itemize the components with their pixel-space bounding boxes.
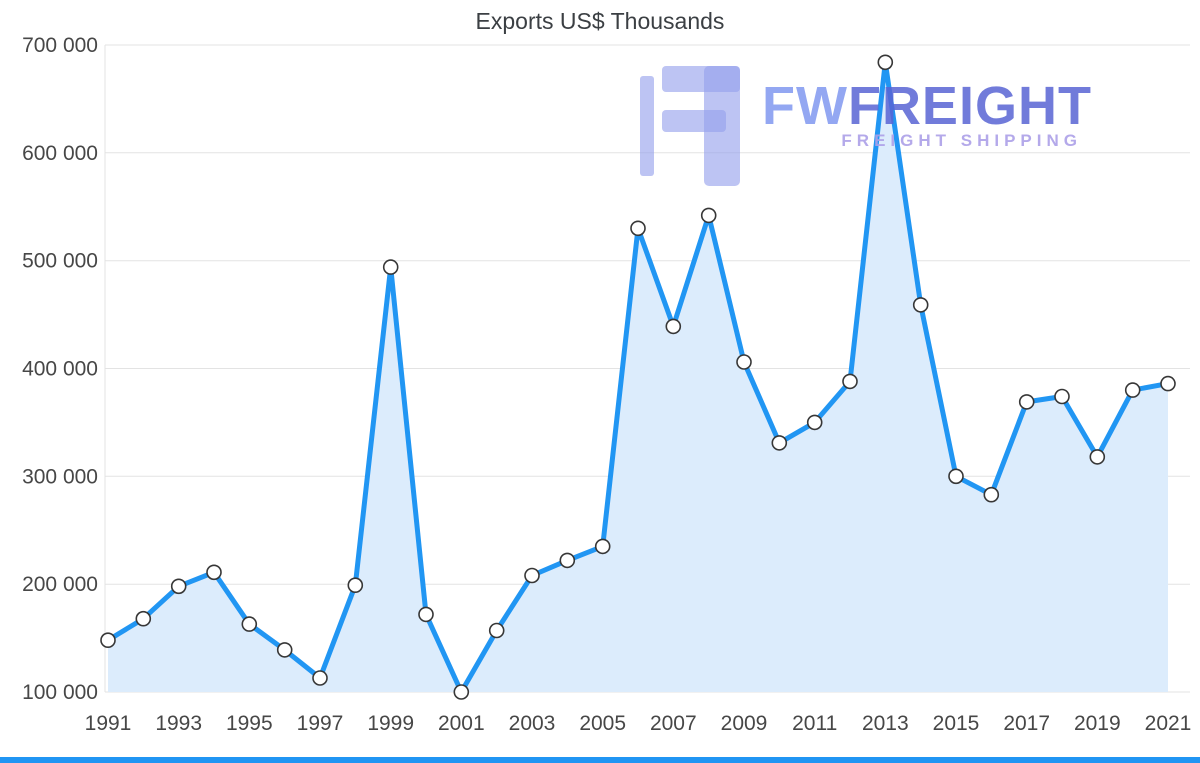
data-point-marker[interactable]	[524, 567, 540, 584]
data-point-marker[interactable]	[806, 414, 823, 431]
x-axis-tick-label: 2011	[792, 712, 837, 735]
area-fill	[108, 62, 1168, 693]
x-axis-tick-label: 2001	[438, 712, 485, 735]
data-point-marker[interactable]	[1054, 388, 1070, 405]
data-point-marker[interactable]	[771, 435, 788, 451]
data-point-marker[interactable]	[630, 220, 646, 237]
data-point-marker[interactable]	[700, 207, 717, 224]
y-axis-tick-label: 600 000	[22, 142, 98, 165]
data-point-marker[interactable]	[241, 616, 258, 632]
data-point-marker[interactable]	[1124, 382, 1141, 398]
data-point-marker[interactable]	[418, 606, 434, 623]
x-axis-tick-label: 1991	[85, 712, 132, 735]
data-point-marker[interactable]	[100, 632, 116, 649]
data-point-marker[interactable]	[877, 54, 894, 71]
data-point-marker[interactable]	[665, 318, 682, 335]
y-axis-tick-label: 500 000	[22, 250, 98, 273]
x-axis-tick-label: 2017	[1003, 712, 1050, 735]
data-point-marker[interactable]	[842, 373, 858, 390]
x-axis-tick-label: 2003	[509, 712, 556, 735]
bottom-accent-bar	[0, 757, 1200, 763]
x-axis-tick-label: 2013	[862, 712, 909, 735]
data-point-marker[interactable]	[488, 622, 505, 639]
data-point-marker[interactable]	[453, 684, 470, 700]
x-axis-tick-label: 1995	[226, 712, 273, 735]
y-axis-tick-label: 700 000	[22, 34, 98, 57]
x-axis-tick-label: 1999	[367, 712, 414, 735]
data-point-marker[interactable]	[594, 538, 611, 555]
data-point-marker[interactable]	[382, 259, 399, 275]
x-axis-tick-label: 1993	[155, 712, 202, 735]
data-point-marker[interactable]	[206, 564, 222, 581]
chart-title: Exports US$ Thousands	[475, 8, 725, 34]
y-axis-tick-label: 100 000	[22, 681, 98, 704]
x-axis-tick-label: 2005	[579, 712, 626, 735]
x-axis-tick-label: 2019	[1074, 712, 1121, 735]
x-axis-tick-label: 1997	[297, 712, 344, 735]
data-point-marker[interactable]	[736, 354, 752, 370]
y-axis-tick-label: 300 000	[22, 465, 98, 488]
x-axis-tick-label: 2009	[721, 712, 768, 735]
data-point-marker[interactable]	[347, 577, 364, 594]
data-point-marker[interactable]	[1018, 394, 1035, 410]
data-point-marker[interactable]	[1089, 449, 1106, 465]
data-point-marker[interactable]	[170, 578, 187, 595]
data-point-marker[interactable]	[312, 670, 328, 686]
x-axis-tick-label: 2007	[650, 712, 697, 735]
x-axis-tick-label: 2021	[1145, 712, 1192, 735]
data-point-marker[interactable]	[1160, 375, 1176, 392]
x-axis-tick-label: 2015	[933, 712, 980, 735]
data-point-marker[interactable]	[912, 297, 929, 313]
data-point-marker[interactable]	[983, 486, 1000, 503]
data-point-marker[interactable]	[276, 642, 293, 658]
y-axis-tick-label: 200 000	[22, 573, 98, 596]
y-axis-tick-label: 400 000	[22, 358, 98, 381]
data-point-marker[interactable]	[559, 552, 576, 569]
data-point-marker[interactable]	[948, 468, 964, 485]
data-point-marker[interactable]	[135, 610, 152, 627]
